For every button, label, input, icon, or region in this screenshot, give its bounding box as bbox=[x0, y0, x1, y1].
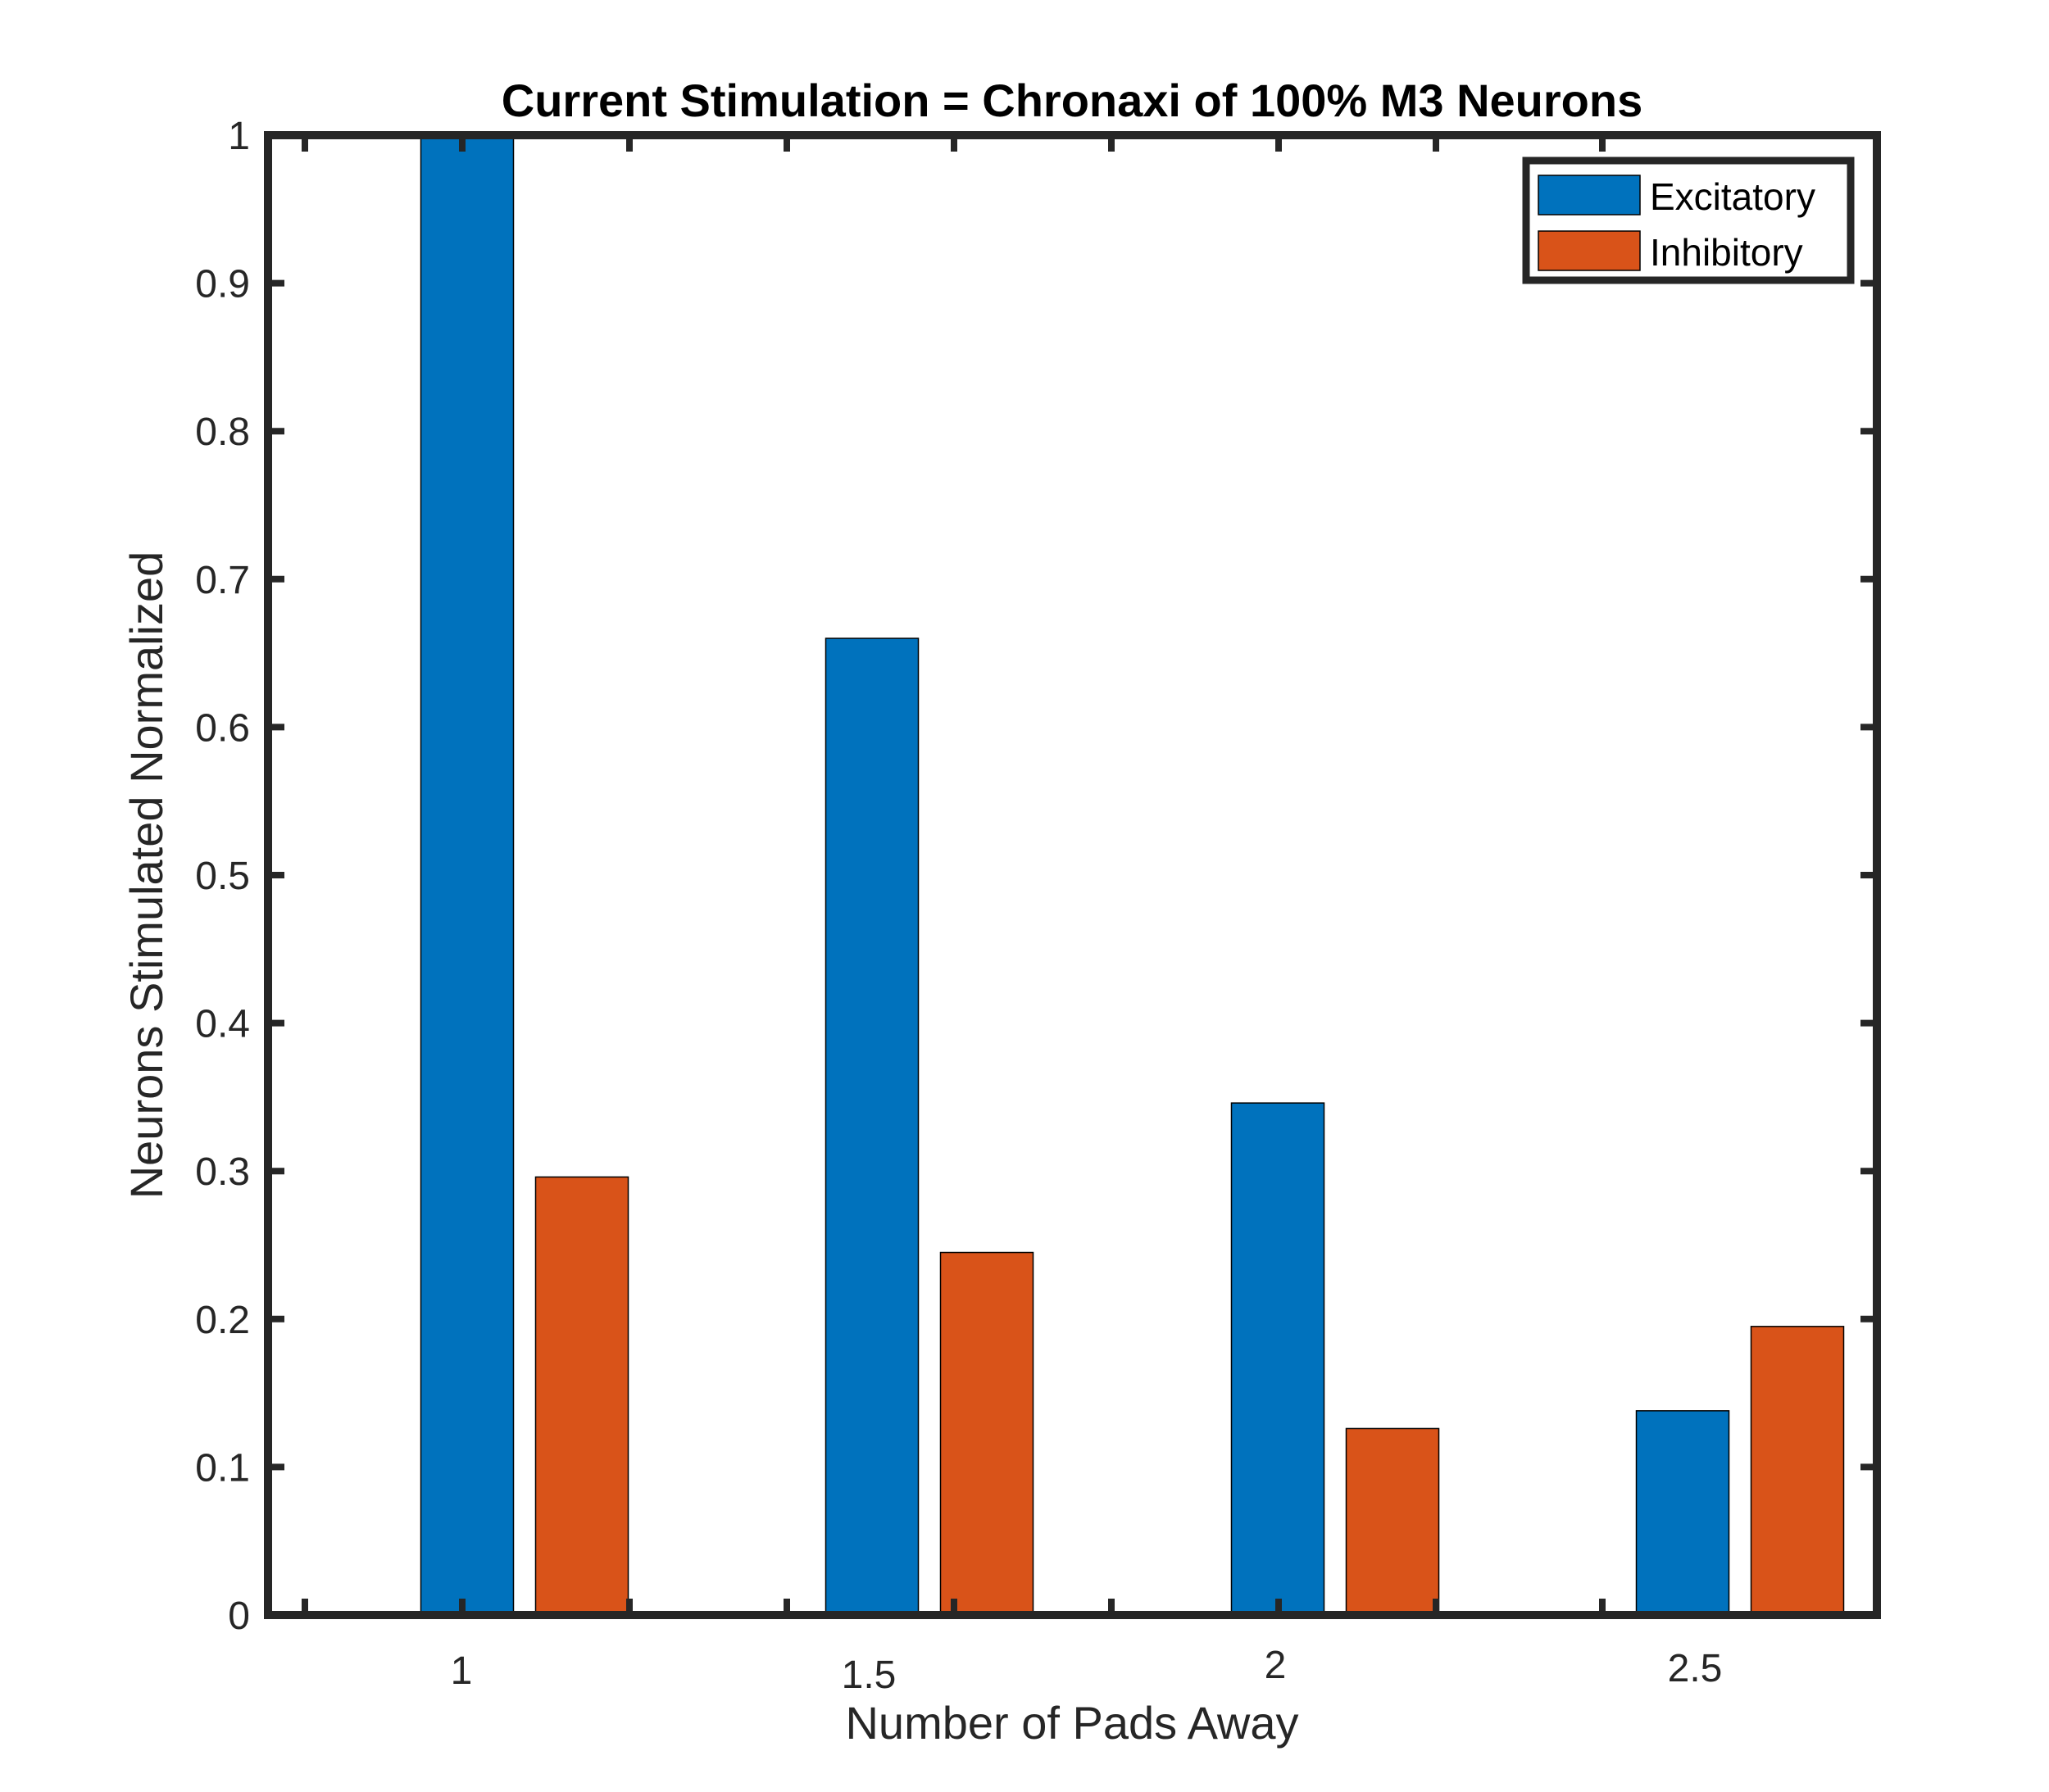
chart-title: Current Stimulation = Chronaxi of 100% M… bbox=[502, 75, 1642, 126]
bar-excitatory-1 bbox=[420, 134, 515, 1616]
bar-inhibitory-1_5 bbox=[939, 1251, 1034, 1616]
legend-swatch-excitatory bbox=[1538, 175, 1641, 215]
x-tick-label-2: 2 bbox=[1265, 1644, 1287, 1687]
x-tick-label-3: 2.5 bbox=[1668, 1647, 1723, 1690]
y-tick-label-6: 0.6 bbox=[195, 706, 250, 750]
y-tick-label-1: 0.1 bbox=[195, 1446, 250, 1490]
bar-inhibitory-1 bbox=[534, 1176, 629, 1616]
y-tick-label-7: 0.7 bbox=[195, 559, 250, 602]
y-tick-label-9: 0.9 bbox=[195, 263, 250, 306]
y-tick-label-2: 0.2 bbox=[195, 1299, 250, 1342]
bar-excitatory-2 bbox=[1230, 1102, 1325, 1616]
bar-inhibitory-2_5 bbox=[1750, 1326, 1845, 1616]
bar-excitatory-1_5 bbox=[825, 637, 920, 1616]
x-tick-label-1: 1.5 bbox=[842, 1654, 897, 1697]
bar-excitatory-2_5 bbox=[1635, 1410, 1730, 1616]
bars-layer bbox=[420, 134, 1845, 1616]
y-tick-label-8: 0.8 bbox=[195, 411, 250, 454]
legend-swatch-inhibitory bbox=[1538, 230, 1641, 271]
y-tick-label-0: 0 bbox=[228, 1595, 250, 1638]
y-axis-label: Neurons Stimulated Normalized bbox=[120, 551, 172, 1200]
legend-label-inhibitory: Inhibitory bbox=[1650, 231, 1803, 274]
bar-inhibitory-2 bbox=[1345, 1427, 1440, 1616]
y-tick-label-4: 0.4 bbox=[195, 1003, 250, 1046]
y-tick-label-10: 1 bbox=[228, 115, 250, 158]
legend-label-excitatory: Excitatory bbox=[1650, 175, 1815, 218]
y-tick-label-5: 0.5 bbox=[195, 855, 250, 898]
legend: Excitatory Inhibitory bbox=[1522, 157, 1855, 284]
plot-frame bbox=[264, 131, 1881, 1619]
y-tick-label-3: 0.3 bbox=[195, 1150, 250, 1194]
x-axis-label: Number of Pads Away bbox=[845, 1697, 1298, 1749]
x-tick-label-0: 1 bbox=[451, 1649, 473, 1693]
